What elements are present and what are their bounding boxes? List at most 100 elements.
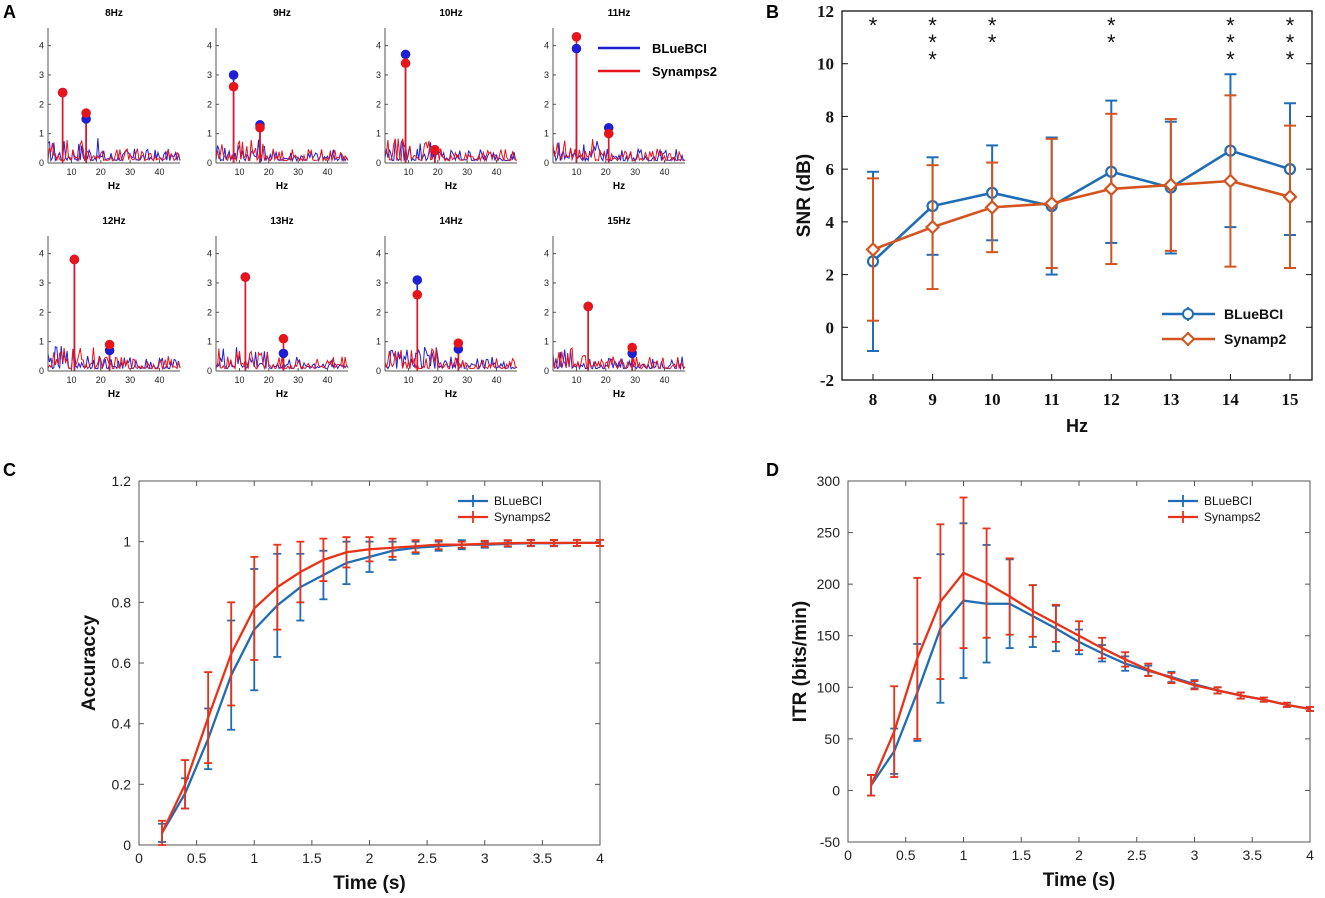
y-tick-label: -2 [820,371,834,390]
x-tick-label: 10 [66,375,76,385]
legend-label-synamps2: Synamps2 [652,64,717,79]
x-axis-label: Hz [445,389,457,400]
y-tick-label: 1 [544,129,549,139]
x-tick-label: 8 [869,390,878,409]
x-axis-label: Hz [108,389,120,400]
data-point [984,199,1000,215]
y-tick-label: 0 [544,366,549,376]
x-axis-label: Hz [613,181,625,192]
y-tick-label: 0.8 [112,594,132,610]
y-tick-label: 50 [824,731,840,747]
y-tick-label: 0 [832,782,840,798]
blue-noise-line [552,140,686,163]
x-tick-label: 40 [322,375,332,385]
y-tick-label: 2 [207,307,212,317]
y-tick-label: 0.6 [112,655,132,671]
x-tick-label: 30 [125,167,135,177]
y-tick-label: 1 [207,337,212,347]
x-tick-label: 20 [264,375,274,385]
spectrum-subplot: 14Hz 0 1 2 3 4 10 20 30 40 Hz [376,216,518,400]
legend-label: BLueBCI [1224,306,1283,322]
spectrum-subplot: 12Hz 0 1 2 3 4 10 20 30 40 Hz [39,216,181,400]
x-tick-label: 3.5 [533,850,553,866]
y-tick-label: 3 [544,70,549,80]
y-tick-label: 1.2 [112,473,132,489]
x-tick-label: 10 [403,167,413,177]
significance-star: * [928,30,937,55]
x-tick-label: 3 [1191,847,1199,863]
series-synamp2 [865,94,1298,322]
y-tick-label: 4 [826,213,835,232]
x-tick-label: 40 [659,375,669,385]
significance-star: * [988,30,997,55]
x-tick-label: 10 [234,167,244,177]
y-tick-label: 10 [817,55,834,74]
subplot-title: 15Hz [607,216,630,227]
plot-frame [841,10,1313,381]
x-tick-label: 30 [630,375,640,385]
y-tick-label: 3 [376,278,381,288]
spectrum-subplot: 15Hz 0 1 2 3 4 10 20 30 40 Hz [544,216,686,400]
y-tick-label: 2 [544,99,549,109]
x-tick-label: 0.5 [187,850,207,866]
blue-peak-marker [278,348,289,359]
red-noise-line [47,347,181,371]
x-tick-label: 30 [462,167,472,177]
red-peak-marker [453,338,464,348]
series-bluebci [158,538,604,843]
x-tick-label: 10 [234,375,244,385]
x-tick-label: 40 [322,167,332,177]
x-tick-label: 40 [154,375,164,385]
y-tick-label: 150 [817,628,841,644]
data-point [1103,181,1119,197]
y-tick-label: 1 [544,337,549,347]
subplot-title: 13Hz [270,216,293,227]
x-tick-label: 10 [66,167,76,177]
x-axis-label: Hz [445,181,457,192]
x-tick-label: 2.5 [417,850,437,866]
y-tick-label: 3 [376,70,381,80]
y-tick-label: 3 [544,278,549,288]
x-tick-label: 11 [1044,390,1060,409]
x-tick-label: 1.5 [302,850,322,866]
red-peak-marker [240,272,251,282]
significance-star: * [1286,13,1295,38]
x-tick-label: 2 [366,850,374,866]
red-noise-line [552,139,686,163]
x-tick-label: 4 [1306,847,1314,863]
x-tick-label: 1 [960,847,968,863]
x-tick-label: 12 [1103,390,1120,409]
red-peak-marker [400,58,411,69]
x-tick-label: 40 [154,167,164,177]
significance-star: * [1226,47,1235,72]
y-tick-label: 1 [207,129,212,139]
y-axis-label: ITR (bits/min) [790,601,811,722]
legend-label: Synamp2 [1224,331,1286,347]
y-tick-label: 4 [376,249,381,259]
x-tick-label: 20 [433,167,443,177]
series-bluebci [867,522,1314,797]
blue-peak-marker [228,70,239,80]
x-tick-label: 0.5 [896,847,916,863]
data-point [1163,177,1179,193]
y-tick-label: 0 [39,158,44,168]
red-peak-marker [57,87,68,98]
y-tick-label: 200 [817,576,841,592]
significance-star: * [869,13,878,38]
x-tick-label: 10 [571,167,581,177]
y-tick-label: 4 [207,249,212,259]
spectrum-subplot: 10Hz 0 1 2 3 4 10 20 30 40 Hz [376,8,518,192]
y-tick-label: 2 [376,99,381,109]
x-tick-label: 3 [481,850,489,866]
x-tick-label: 30 [293,375,303,385]
y-tick-label: 3 [207,70,212,80]
x-tick-label: 2.5 [1127,847,1147,863]
panel-label-a: A [3,2,16,22]
spectrum-subplot: 9Hz 0 1 2 3 4 10 20 30 40 Hz [207,8,349,192]
y-tick-label: 1 [39,337,44,347]
series-line [872,149,1291,263]
legend-marker [1182,308,1194,320]
x-tick-label: 30 [630,167,640,177]
